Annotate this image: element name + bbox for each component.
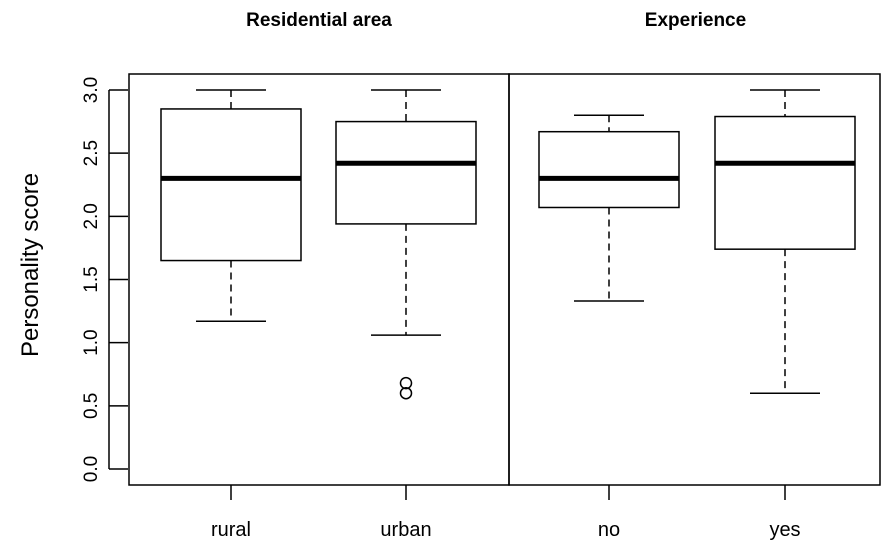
box-iqr <box>160 108 302 262</box>
box-iqr <box>714 115 856 250</box>
box-group: yes <box>714 89 856 541</box>
y-tick-label: 1.0 <box>81 329 102 355</box>
category-label: rural <box>211 519 251 541</box>
box-group: no <box>538 114 680 541</box>
category-label: urban <box>380 519 431 541</box>
outlier-point <box>399 386 413 400</box>
box-group: rural <box>160 89 302 541</box>
y-axis-title: Personality score <box>17 173 44 357</box>
y-axis: 0.0 0.5 1.0 1.5 2.0 2.5 3.0 <box>81 77 128 482</box>
panel-frame <box>508 73 881 486</box>
panel-title: Residential area <box>246 10 392 31</box>
y-tick-label: 0.0 <box>81 456 102 482</box>
panels: Residential area rural urban Experience no ye… <box>128 10 881 541</box>
y-tick-label: 1.5 <box>81 266 102 292</box>
panel-title: Experience <box>645 10 746 31</box>
panel: Residential area rural urban <box>128 10 510 541</box>
box-iqr <box>335 120 477 225</box>
panel: Experience no yes <box>508 10 881 541</box>
category-label: yes <box>769 519 800 541</box>
y-tick-label: 2.0 <box>81 203 102 229</box>
y-tick-label: 2.5 <box>81 140 102 166</box>
box-iqr <box>538 130 680 209</box>
y-tick-label: 0.5 <box>81 393 102 419</box>
box-group: urban <box>335 89 477 541</box>
outlier-point <box>399 376 413 390</box>
y-tick-label: 3.0 <box>81 77 102 103</box>
category-label: no <box>598 519 620 541</box>
